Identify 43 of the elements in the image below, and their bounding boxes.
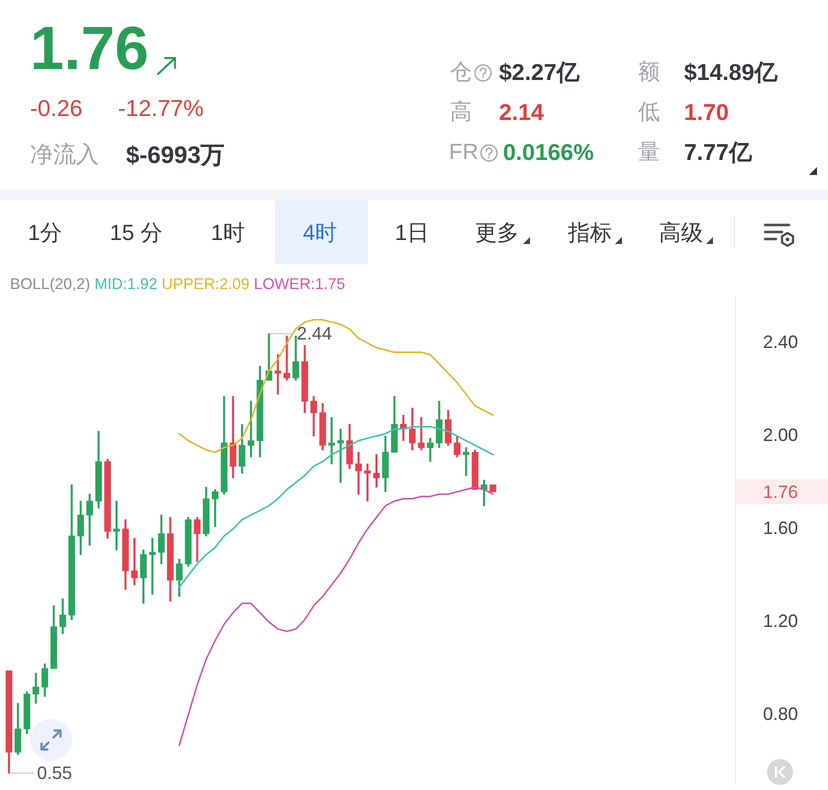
text: FR <box>449 139 478 164</box>
text: 1.70 <box>684 99 729 125</box>
text: 15 分 <box>108 220 164 245</box>
text: 净流入 <box>30 141 99 167</box>
candlestick <box>113 500 120 550</box>
text: $2.27亿 <box>499 59 580 85</box>
text: 指标 <box>567 220 613 245</box>
y-tick-label: 0.80 <box>763 704 798 724</box>
annotation: 0.55 <box>36 763 72 784</box>
text: 高 <box>450 99 472 124</box>
text: 高级 <box>658 220 704 245</box>
candlestick <box>337 428 344 483</box>
text: 更多 <box>474 220 520 245</box>
text: 0.0166% <box>503 139 594 165</box>
candlestick <box>149 538 156 594</box>
text: 低 <box>638 99 660 124</box>
text: 仓 <box>450 59 472 84</box>
text: 4时 <box>302 220 338 245</box>
text: $14.89亿 <box>684 59 778 85</box>
text: UPPER:2.09 <box>162 276 250 293</box>
y-tick-label: 1.20 <box>763 610 798 631</box>
text: 1日 <box>394 220 430 245</box>
text: 1分 <box>26 220 64 245</box>
y-tick-label: 1.60 <box>763 518 798 538</box>
text: -12.77% <box>118 95 204 121</box>
text: 额 <box>638 59 660 84</box>
text: -0.26 <box>30 95 82 121</box>
text: 1.76 <box>763 482 798 502</box>
candlestick <box>426 438 434 462</box>
text: 1.76 <box>30 14 149 82</box>
text: $-6993万 <box>126 142 225 169</box>
text: MID:1.92 <box>94 276 158 293</box>
candlestick <box>364 464 371 502</box>
legend-title: BOLL(20,2) <box>10 276 90 293</box>
annotation: 2.44 <box>296 324 332 344</box>
text: 7.77亿 <box>684 139 752 165</box>
y-tick-label: 2.00 <box>763 424 798 445</box>
text: 1时 <box>210 220 246 245</box>
y-tick-label: 2.40 <box>763 332 798 352</box>
text: 量 <box>638 139 660 164</box>
candlestick <box>418 417 425 450</box>
text: 2.14 <box>499 99 544 125</box>
text: LOWER:1.75 <box>254 276 346 293</box>
